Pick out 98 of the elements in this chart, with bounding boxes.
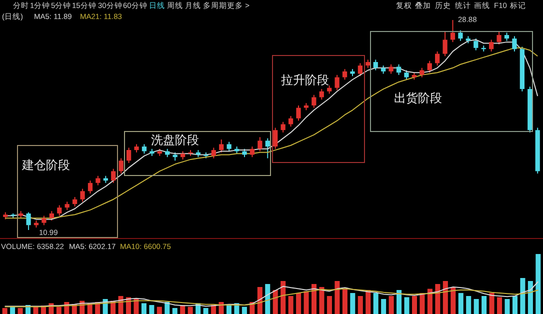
- candlestick: [142, 144, 147, 154]
- candlestick: [273, 127, 278, 150]
- bar: [358, 296, 363, 314]
- candlestick: [219, 138, 224, 153]
- candlestick: [420, 67, 424, 78]
- bar: [319, 287, 324, 314]
- bar: [442, 281, 448, 314]
- bar: [404, 297, 410, 314]
- bar: [396, 290, 402, 314]
- bar: [288, 296, 294, 314]
- bar: [242, 306, 247, 314]
- candlestick: [226, 141, 232, 152]
- annotation: 拉升阶段: [281, 73, 329, 87]
- bar: [188, 306, 193, 314]
- bar: [350, 293, 356, 314]
- bar: [334, 281, 340, 314]
- bar: [156, 306, 162, 314]
- bar: [265, 284, 270, 314]
- bar: [520, 278, 526, 314]
- bar: [164, 302, 170, 314]
- bar: [450, 287, 456, 314]
- bar: [427, 288, 432, 314]
- bar: [56, 306, 62, 314]
- candlestick: [512, 36, 517, 52]
- candlestick: [211, 147, 216, 159]
- bar: [33, 306, 38, 314]
- candlestick: [474, 38, 478, 51]
- candlestick: [458, 30, 463, 42]
- bar: [489, 293, 494, 314]
- bar: [504, 299, 510, 314]
- bar: [420, 293, 425, 314]
- candlestick: [435, 50, 440, 66]
- bar: [226, 305, 232, 314]
- bar: [10, 306, 16, 314]
- bar: [203, 308, 208, 314]
- candlestick: [489, 39, 494, 52]
- bar: [497, 297, 502, 314]
- bar: [218, 302, 224, 314]
- bar: [458, 293, 464, 314]
- candlestick: [288, 116, 294, 128]
- candlestick: [250, 146, 255, 158]
- bar: [474, 299, 479, 314]
- candlestick: [88, 180, 93, 194]
- candlestick: [427, 60, 432, 74]
- bar: [482, 296, 487, 314]
- candlestick: [373, 59, 378, 71]
- bar: [435, 284, 440, 314]
- candlestick: [334, 74, 340, 91]
- candlestick: [404, 70, 409, 80]
- candlestick: [312, 94, 316, 108]
- bar: [134, 299, 139, 314]
- candlestick: [26, 212, 31, 230]
- annotation: 建仓阶段: [22, 158, 70, 172]
- candlestick: [280, 121, 286, 133]
- candlestick: [96, 175, 100, 186]
- candlestick: [450, 20, 456, 43]
- bar: [366, 290, 371, 314]
- bar: [149, 305, 154, 314]
- candlestick: [358, 62, 363, 77]
- bar: [18, 308, 23, 314]
- bar: [296, 293, 302, 314]
- candlestick: [296, 104, 301, 122]
- bar: [373, 293, 378, 314]
- candlestick: [49, 210, 54, 221]
- candlestick: [396, 64, 402, 76]
- bar: [272, 290, 278, 314]
- bar: [536, 254, 541, 314]
- candlestick: [319, 88, 324, 100]
- bar: [342, 288, 348, 314]
- candlestick: [388, 64, 394, 74]
- candlestick: [265, 138, 270, 159]
- candlestick: [80, 188, 85, 202]
- bar: [466, 296, 472, 314]
- candlestick: [118, 158, 124, 174]
- candlestick: [258, 136, 262, 152]
- bar: [257, 287, 262, 314]
- candlestick: [496, 31, 502, 45]
- candlestick: [57, 204, 62, 216]
- annotation: 出货阶段: [394, 91, 442, 105]
- bar: [512, 296, 518, 314]
- bar: [326, 296, 332, 314]
- bar: [381, 299, 386, 314]
- bar: [280, 281, 286, 314]
- candlestick: [342, 68, 348, 80]
- bar: [312, 284, 317, 314]
- bar: [2, 308, 8, 314]
- candlestick: [42, 215, 46, 226]
- candlestick: [111, 168, 116, 184]
- annotation: 洗盘阶段: [151, 133, 199, 147]
- bar: [172, 308, 178, 314]
- candlestick: [126, 147, 132, 164]
- bar: [141, 303, 146, 314]
- bar: [528, 281, 533, 314]
- bar: [412, 296, 418, 314]
- candlestick: [442, 31, 448, 57]
- candlestick: [72, 196, 78, 207]
- bar: [388, 296, 394, 314]
- bar: [304, 291, 309, 314]
